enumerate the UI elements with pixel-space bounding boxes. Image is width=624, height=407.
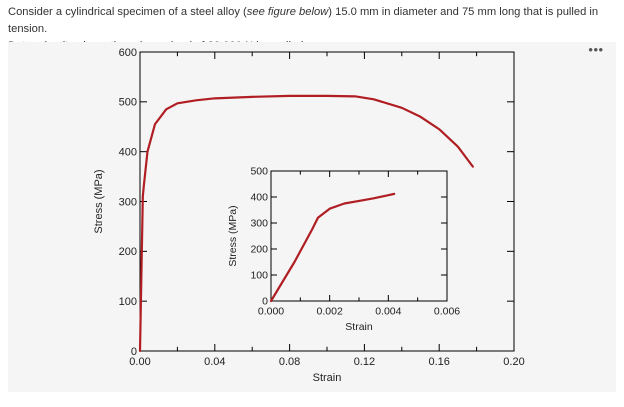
more-options-button[interactable]: •••: [588, 42, 604, 57]
main-x-tick-label: 0.08: [279, 356, 300, 368]
inset-x-tick-label: 0.004: [375, 306, 401, 318]
main-x-tick-label: 0.00: [129, 356, 150, 368]
main-y-tick-label: 400: [119, 147, 137, 159]
main-x-tick-label: 0.16: [428, 356, 449, 368]
inset-y-tick-label: 0: [262, 296, 268, 308]
main-y-tick-label: 200: [119, 246, 137, 258]
inset-y-tick-label: 300: [250, 218, 268, 230]
main-x-tick-label: 0.04: [204, 356, 225, 368]
main-x-tick-label: 0.12: [354, 356, 375, 368]
inset-x-tick-label: 0.002: [317, 306, 343, 318]
main-y-axis-label: Stress (MPa): [93, 169, 105, 233]
main-stress-strain-curve: [138, 94, 474, 353]
question-text-part: ) 15.0 mm in diameter and 75 mm long tha…: [8, 6, 599, 35]
main-y-tick-label: 0: [131, 346, 137, 358]
question-emphasis: see figure below: [246, 6, 329, 18]
main-y-tick-label: 500: [119, 97, 137, 109]
inset-x-tick-label: 0.000: [258, 306, 284, 318]
main-y-tick-label: 300: [119, 196, 137, 208]
question-text-part: Consider a cylindrical specimen of a ste…: [8, 6, 247, 18]
inset-y-tick-label: 500: [250, 166, 268, 178]
inset-y-tick-label: 100: [250, 270, 268, 282]
main-y-tick-label: 100: [119, 296, 137, 308]
main-x-axis-label: Strain: [313, 372, 342, 384]
inset-x-axis-label: Strain: [345, 321, 373, 333]
inset-chart: 0.000 0.002 0.004 0.006 0 100 200 300 400 500 Stra…: [223, 163, 469, 335]
inset-x-tick-label: 0.006: [434, 306, 460, 318]
inset-stress-strain-curve: [269, 192, 396, 303]
inset-y-axis-label: Stress (MPa): [227, 205, 239, 266]
main-chart: 0.00 0.04 0.08 0.12 0.16 0.20 0 100 200 300 400 500…: [93, 47, 525, 384]
main-y-tick-label: 600: [119, 47, 137, 59]
question-line-1: Consider a cylindrical specimen of a ste…: [8, 4, 608, 38]
inset-background: [223, 163, 469, 335]
inset-y-tick-label: 200: [250, 244, 268, 256]
inset-y-tick-label: 400: [250, 192, 268, 204]
main-x-tick-label: 0.20: [503, 356, 524, 368]
